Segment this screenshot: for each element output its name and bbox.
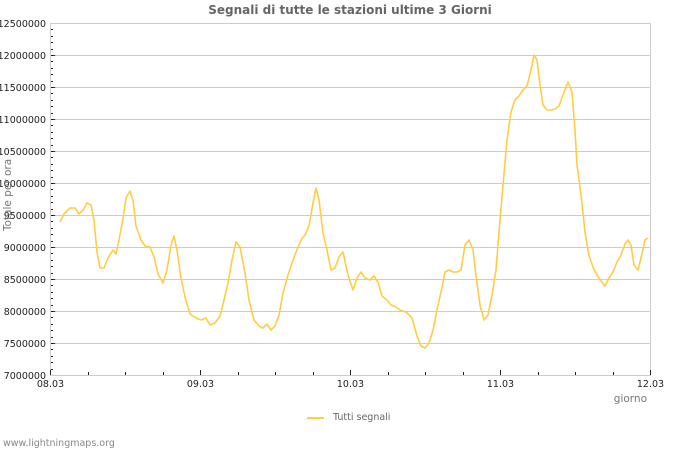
x-tick-label: 12.03 <box>637 379 664 390</box>
plot-frame <box>50 23 651 376</box>
footer-credit: www.lightningmaps.org <box>3 438 115 449</box>
x-tick-label: 10.03 <box>337 379 364 390</box>
legend-swatch-icon <box>307 416 324 419</box>
y-tick-label: 7500000 <box>4 339 46 350</box>
legend-label: Tutti segnali <box>333 412 391 423</box>
y-tick-label: 11500000 <box>0 83 46 94</box>
y-tick-label: 12500000 <box>0 19 46 30</box>
y-tick-label: 8000000 <box>4 307 46 318</box>
y-tick-label: 12000000 <box>0 51 46 62</box>
y-tick-label: 10000000 <box>0 179 46 190</box>
legend: Tutti segnali <box>307 412 390 423</box>
x-tick-label: 08.03 <box>37 379 64 390</box>
y-tick-label: 9000000 <box>4 243 46 254</box>
chart-title: Segnali di tutte le stazioni ultime 3 Gi… <box>208 3 492 17</box>
y-tick-label: 11000000 <box>0 115 46 126</box>
y-tick-label: 8500000 <box>4 275 46 286</box>
x-tick-label: 09.03 <box>187 379 214 390</box>
y-tick-label: 10500000 <box>0 147 46 158</box>
y-tick-label: 9500000 <box>4 211 46 222</box>
x-axis-title: giorno <box>614 393 647 405</box>
y-axis-title: Totale per ora <box>2 159 14 232</box>
y-tick-label: 7000000 <box>4 371 46 382</box>
x-tick-label: 11.03 <box>487 379 514 390</box>
series-line-tutti-segnali <box>59 54 649 349</box>
